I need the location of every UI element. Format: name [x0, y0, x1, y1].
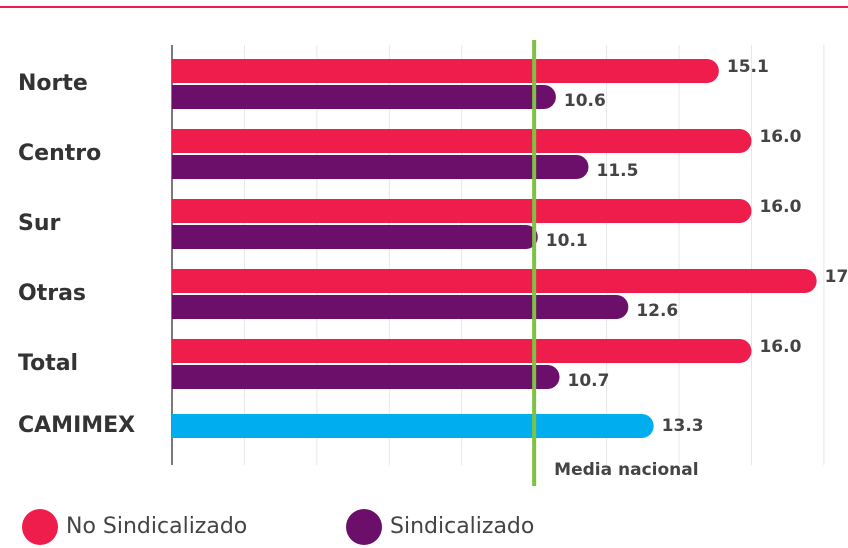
- value-label: 13.3: [662, 416, 704, 436]
- value-label: 16.0: [759, 337, 801, 357]
- value-label: 16.0: [759, 197, 801, 217]
- value-label: 16.0: [759, 127, 801, 147]
- value-label: 15.1: [727, 57, 769, 77]
- bar: [172, 199, 752, 223]
- category-label: CAMIMEX: [18, 413, 135, 438]
- value-label: 17.8: [825, 267, 848, 287]
- value-label: 10.6: [564, 91, 606, 111]
- reference-label: Media nacional: [554, 460, 698, 480]
- bar: [172, 129, 752, 153]
- bar: [172, 269, 817, 293]
- legend-marker: [22, 509, 58, 545]
- bar: [172, 295, 629, 319]
- value-label: 12.6: [636, 301, 678, 321]
- legend-marker: [346, 509, 382, 545]
- category-label: Norte: [18, 71, 88, 96]
- category-label: Total: [18, 351, 78, 376]
- category-label: Sur: [18, 211, 61, 236]
- category-label: Centro: [18, 141, 101, 166]
- legend-label: No Sindicalizado: [66, 514, 247, 539]
- value-label: 10.7: [568, 371, 610, 391]
- bar: [172, 85, 556, 109]
- bar: [172, 225, 538, 249]
- bar: [172, 59, 719, 83]
- bar: [172, 155, 589, 179]
- legend-label: Sindicalizado: [390, 514, 534, 539]
- bar: [172, 414, 654, 438]
- value-label: 10.1: [546, 231, 588, 251]
- bar: [172, 365, 560, 389]
- category-label: Otras: [18, 281, 86, 306]
- value-label: 11.5: [596, 161, 638, 181]
- bar: [172, 339, 752, 363]
